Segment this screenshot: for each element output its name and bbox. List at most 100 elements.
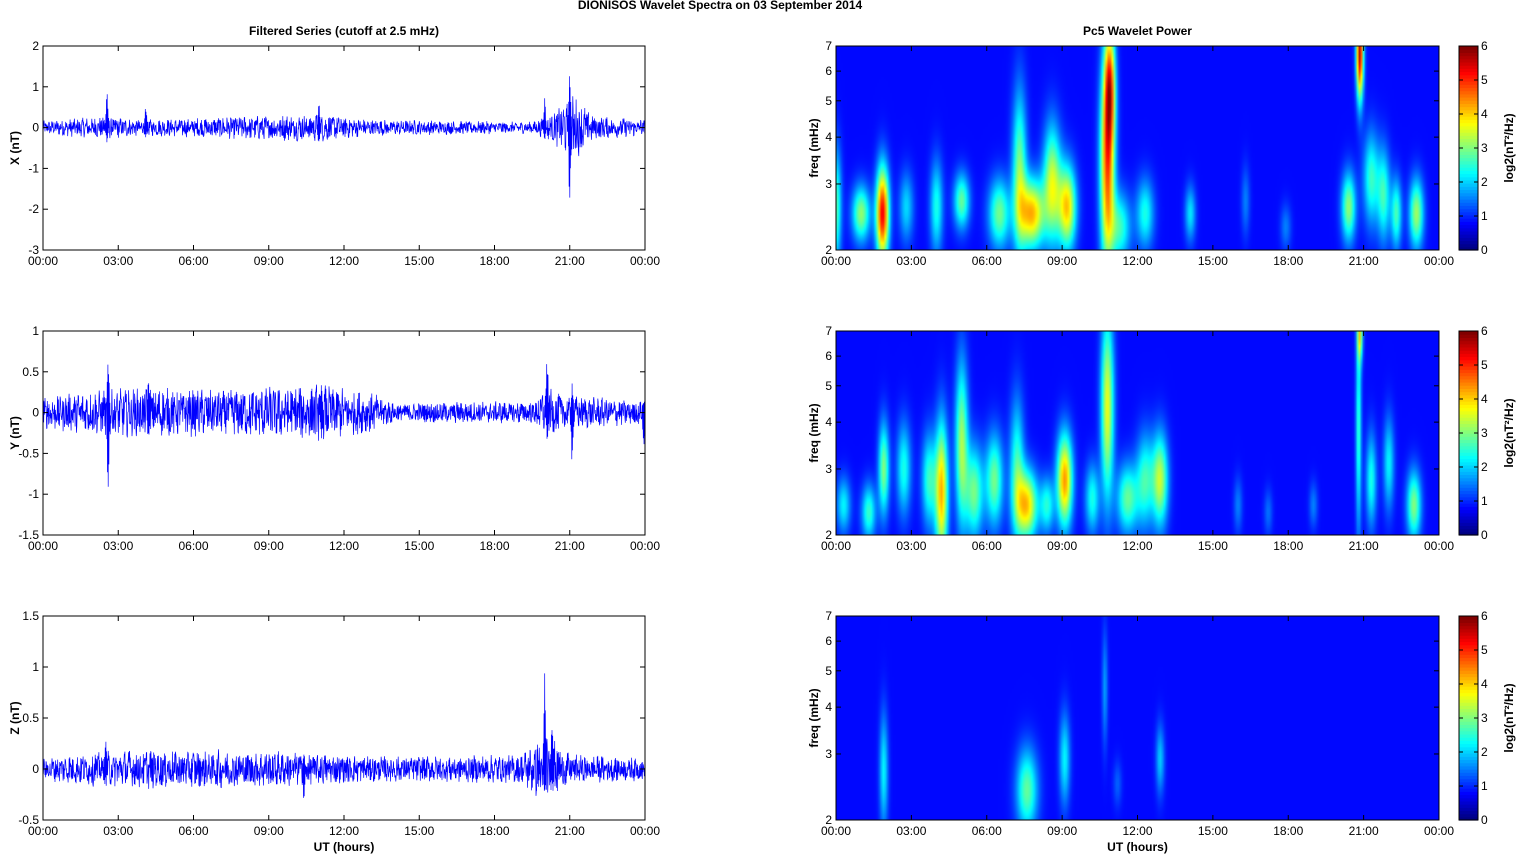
colorbar-step: [1459, 759, 1478, 764]
heatmap-chart-5: 2 3 4 5 6 7 00:00 03:00 06:00 09:00 12:00 15:00 18:0…: [807, 609, 1516, 854]
colorbar-step: [1459, 708, 1478, 713]
colorbar-step: [1459, 151, 1478, 155]
colorbar-step: [1459, 512, 1478, 517]
y-tick-label: -2: [28, 202, 39, 216]
colorbar-step: [1459, 214, 1478, 219]
heatmap-chart-3: 2 3 4 5 6 7 00:00 03:00 06:00 09:00 12:00 15:00 18:0…: [807, 324, 1516, 553]
colorbar-step: [1459, 528, 1478, 533]
y-tick-label: 5: [825, 94, 832, 108]
x-tick-label: 06:00: [178, 254, 208, 268]
colorbar-step: [1459, 772, 1478, 776]
colorbar-tick-label: 5: [1481, 643, 1488, 657]
colorbar-step: [1459, 638, 1478, 643]
colorbar-step: [1459, 496, 1478, 501]
colorbar-step: [1459, 769, 1478, 773]
colorbar-step: [1459, 765, 1478, 770]
colorbar-step: [1459, 420, 1478, 425]
colorbar-step: [1459, 667, 1478, 671]
colorbar-step: [1459, 81, 1478, 85]
colorbar-step: [1459, 474, 1478, 479]
colorbar-step: [1459, 689, 1478, 694]
colorbar-step: [1459, 144, 1478, 149]
colorbar-step: [1459, 506, 1478, 511]
colorbar-step: [1459, 218, 1478, 222]
y-tick-label: -3: [28, 243, 39, 257]
colorbar-step: [1459, 800, 1478, 805]
colorbar-step: [1459, 676, 1478, 681]
x-axis-label: UT (hours): [314, 840, 375, 854]
colorbar-step: [1459, 522, 1478, 527]
x-tick-label: 06:00: [178, 539, 208, 553]
x-tick-label: 15:00: [404, 254, 434, 268]
y-tick-label: 2: [32, 39, 39, 53]
colorbar-step: [1459, 445, 1478, 450]
colorbar-step: [1459, 227, 1478, 232]
colorbar-label: log2(nT²/Hz): [1502, 398, 1516, 467]
colorbar-step: [1459, 128, 1478, 133]
colorbar-step: [1459, 375, 1478, 380]
x-tick-label: 00:00: [28, 254, 58, 268]
y-tick-label: 2: [825, 528, 832, 542]
colorbar-step: [1459, 84, 1478, 89]
colorbar-tick-label: 2: [1481, 460, 1488, 474]
colorbar-step: [1459, 515, 1478, 520]
y-tick-label: 6: [825, 634, 832, 648]
colorbar-step: [1459, 797, 1478, 802]
plot-area: [43, 331, 645, 535]
plot-area: [43, 46, 645, 250]
colorbar-tick-label: 2: [1481, 745, 1488, 759]
colorbar-step: [1459, 740, 1478, 745]
colorbar-step: [1459, 211, 1478, 216]
x-tick-label: 18:00: [1273, 824, 1303, 838]
colorbar-step: [1459, 154, 1478, 159]
figure-title: DIONISOS Wavelet Spectra on 03 September…: [578, 0, 863, 12]
colorbar-step: [1459, 382, 1478, 386]
x-tick-label: 00:00: [630, 824, 660, 838]
colorbar-step: [1459, 525, 1478, 530]
colorbar-step: [1459, 97, 1478, 101]
y-tick-label: 2: [825, 813, 832, 827]
colorbar-step: [1459, 205, 1478, 210]
y-tick-label: 5: [825, 664, 832, 678]
colorbar-step: [1459, 622, 1478, 627]
y-axis-label: freq (mHz): [807, 403, 821, 462]
y-tick-label: 0: [32, 406, 39, 420]
colorbar-step: [1459, 343, 1478, 348]
colorbar-step: [1459, 173, 1478, 178]
x-tick-label: 03:00: [103, 254, 133, 268]
colorbar-step: [1459, 385, 1478, 389]
colorbar-step: [1459, 695, 1478, 700]
colorbar-tick-label: 4: [1481, 392, 1488, 406]
colorbar-step: [1459, 702, 1478, 706]
colorbar-step: [1459, 673, 1478, 678]
x-tick-label: 18:00: [479, 254, 509, 268]
x-tick-label: 12:00: [1122, 824, 1152, 838]
colorbar-step: [1459, 762, 1478, 767]
colorbar-step: [1459, 106, 1478, 111]
colorbar-step: [1459, 170, 1478, 175]
colorbar-step: [1459, 791, 1478, 796]
colorbar-step: [1459, 448, 1478, 453]
colorbar-step: [1459, 464, 1478, 469]
y-axis-label: Z (nT): [8, 701, 22, 734]
x-tick-label: 12:00: [329, 539, 359, 553]
x-tick-label: 00:00: [28, 824, 58, 838]
heatmap-chart-1: Pc5 Wavelet Power 2 3 4 5 6 7 00:00 03:00 06:00 09…: [807, 24, 1516, 268]
colorbar-step: [1459, 103, 1478, 108]
y-tick-label: -1: [28, 161, 39, 175]
colorbar-step: [1459, 509, 1478, 514]
colorbar-tick-label: 3: [1481, 141, 1488, 155]
x-tick-label: 21:00: [1349, 824, 1379, 838]
colorbar-step: [1459, 119, 1478, 124]
colorbar-step: [1459, 635, 1478, 639]
colorbar-step: [1459, 331, 1478, 335]
colorbar-step: [1459, 340, 1478, 345]
heatmap-raster: [836, 331, 1439, 535]
heatmap-raster: [836, 616, 1439, 820]
x-tick-label: 18:00: [1273, 254, 1303, 268]
colorbar-step: [1459, 807, 1478, 812]
colorbar-tick-label: 6: [1481, 609, 1488, 623]
x-tick-label: 00:00: [28, 539, 58, 553]
x-tick-label: 12:00: [1122, 539, 1152, 553]
colorbar-step: [1459, 705, 1478, 710]
